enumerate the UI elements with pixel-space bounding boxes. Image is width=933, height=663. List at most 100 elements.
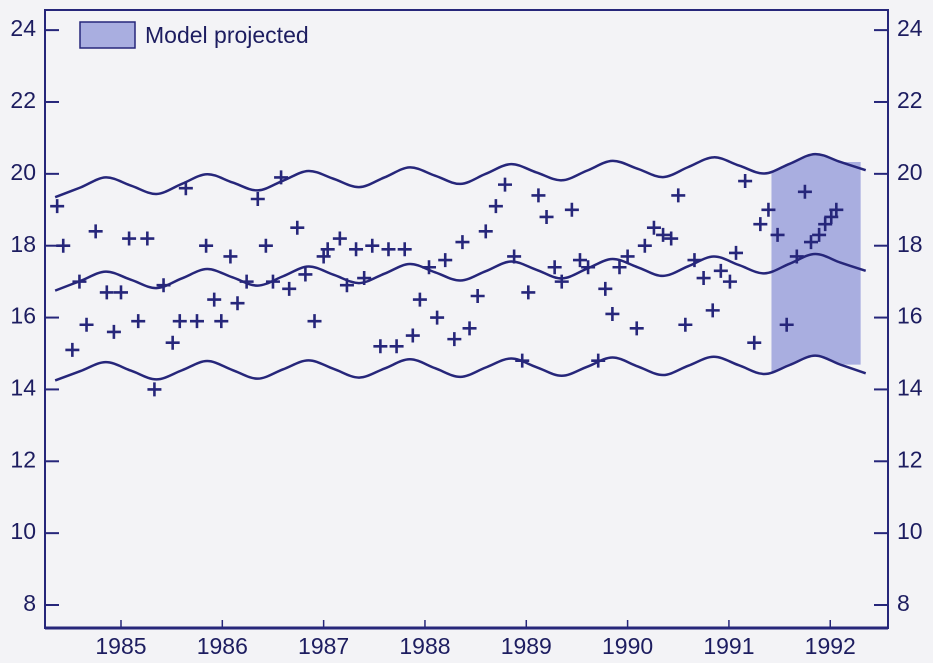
data-point — [290, 220, 305, 235]
data-point — [207, 292, 222, 307]
data-point — [687, 253, 702, 268]
data-point — [72, 274, 87, 289]
data-point — [389, 339, 404, 354]
data-point — [307, 314, 322, 329]
data-point — [824, 209, 839, 224]
data-point — [539, 209, 554, 224]
data-point — [637, 238, 652, 253]
y-tick-label: 18 — [10, 231, 36, 257]
data-point — [598, 281, 613, 296]
data-point — [612, 260, 627, 275]
data-point — [274, 170, 289, 185]
data-point — [88, 224, 103, 239]
data-point — [405, 328, 420, 343]
data-point — [214, 314, 229, 329]
data-point — [357, 271, 372, 286]
data-point — [113, 285, 128, 300]
data-point — [332, 231, 347, 246]
data-point — [581, 260, 596, 275]
data-point — [696, 271, 711, 286]
data-point — [761, 202, 776, 217]
data-point — [438, 253, 453, 268]
data-point — [99, 285, 114, 300]
data-point — [79, 317, 94, 332]
data-point — [521, 285, 536, 300]
data-point — [65, 342, 80, 357]
data-point — [199, 238, 214, 253]
y-tick-label-right: 20 — [897, 159, 923, 185]
data-point — [50, 199, 65, 214]
legend-label: Model projected — [145, 22, 309, 48]
y-tick-label: 10 — [10, 518, 36, 544]
x-tick-label: 1990 — [602, 633, 653, 659]
data-point — [178, 181, 193, 196]
y-tick-label: 8 — [23, 590, 36, 616]
data-point — [250, 191, 265, 206]
data-point — [381, 242, 396, 257]
data-point — [462, 321, 477, 336]
legend-swatch — [79, 21, 136, 49]
data-point — [671, 188, 686, 203]
data-point — [656, 227, 671, 242]
y-tick-label-right: 16 — [897, 303, 923, 329]
data-point — [738, 174, 753, 189]
data-point — [397, 242, 412, 257]
data-point — [531, 188, 546, 203]
model-line — [54, 252, 867, 292]
y-tick-label-right: 22 — [897, 87, 923, 113]
y-tick-label-right: 14 — [897, 375, 923, 401]
data-point — [620, 249, 635, 264]
data-point — [265, 274, 280, 289]
data-point — [131, 314, 146, 329]
x-tick-label: 1988 — [399, 633, 450, 659]
data-point — [172, 314, 187, 329]
data-point — [829, 202, 844, 217]
data-point — [373, 339, 388, 354]
y-tick-label-right: 12 — [897, 446, 923, 472]
data-point — [430, 310, 445, 325]
data-point — [339, 278, 354, 293]
data-point — [779, 317, 794, 332]
data-point — [147, 382, 162, 397]
data-point — [365, 238, 380, 253]
data-point — [747, 335, 762, 350]
data-point — [316, 249, 331, 264]
y-tick-label: 22 — [10, 87, 36, 113]
data-point — [165, 335, 180, 350]
data-point — [498, 177, 513, 192]
data-point — [629, 321, 644, 336]
x-tick-label: 1989 — [501, 633, 552, 659]
data-point — [564, 202, 579, 217]
data-point — [554, 274, 569, 289]
y-tick-label-right: 10 — [897, 518, 923, 544]
x-tick-label: 1985 — [95, 633, 146, 659]
data-point — [156, 278, 171, 293]
data-point — [722, 274, 737, 289]
data-point — [189, 314, 204, 329]
data-point — [713, 263, 728, 278]
data-point — [818, 217, 833, 232]
x-tick-label: 1991 — [703, 633, 754, 659]
data-point — [230, 296, 245, 311]
data-point — [507, 249, 522, 264]
data-point — [106, 324, 121, 339]
data-point — [258, 238, 273, 253]
y-tick-label-right: 24 — [897, 15, 923, 41]
data-point — [515, 353, 530, 368]
y-tick-label-right: 18 — [897, 231, 923, 257]
data-point — [812, 227, 827, 242]
data-point — [447, 332, 462, 347]
data-point — [591, 353, 606, 368]
data-point — [753, 217, 768, 232]
data-point — [122, 231, 137, 246]
data-point — [572, 253, 587, 268]
data-point — [56, 238, 71, 253]
data-point — [803, 235, 818, 250]
data-point — [770, 227, 785, 242]
x-tick-label: 1987 — [298, 633, 349, 659]
data-point — [282, 281, 297, 296]
y-tick-label: 14 — [10, 375, 36, 401]
y-tick-label: 20 — [10, 159, 36, 185]
